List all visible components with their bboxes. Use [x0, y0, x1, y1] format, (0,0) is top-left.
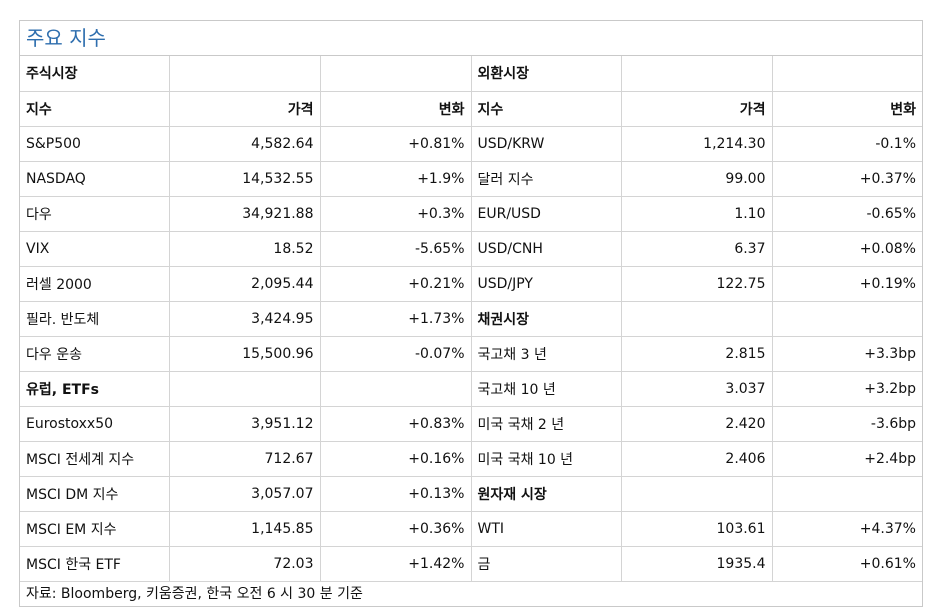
- bond-yield: 2.815: [621, 336, 773, 372]
- fx-name: EUR/USD: [471, 196, 622, 232]
- fx-name: USD/JPY: [471, 266, 622, 302]
- section-header-europe-etfs: 유럽, ETFs: [20, 371, 170, 407]
- index-price: 3,424.95: [169, 301, 321, 337]
- bond-yield: 2.420: [621, 406, 773, 442]
- index-price: 34,921.88: [169, 196, 321, 232]
- bond-change: +3.2bp: [772, 371, 922, 407]
- index-name: MSCI EM 지수: [20, 511, 170, 547]
- fx-change: +0.08%: [772, 231, 922, 267]
- index-change: +0.16%: [320, 441, 472, 477]
- fx-price: 1,214.30: [621, 126, 773, 162]
- index-change: +0.13%: [320, 476, 472, 512]
- fx-price: 99.00: [621, 161, 773, 197]
- commodity-change: +4.37%: [772, 511, 922, 547]
- column-header: 가격: [621, 91, 773, 127]
- fx-change: -0.1%: [772, 126, 922, 162]
- bond-name: 국고채 10 년: [471, 371, 622, 407]
- table-row: MSCI EM 지수 1,145.85 +0.36% WTI 103.61 +4…: [20, 511, 922, 547]
- fx-change: +0.37%: [772, 161, 922, 197]
- bond-yield: 2.406: [621, 441, 773, 477]
- index-change: +1.42%: [320, 546, 472, 582]
- table-row: NASDAQ 14,532.55 +1.9% 달러 지수 99.00 +0.37…: [20, 161, 922, 197]
- index-price: 18.52: [169, 231, 321, 267]
- bond-name: 국고채 3 년: [471, 336, 622, 372]
- index-change: -5.65%: [320, 231, 472, 267]
- indices-table: 주식시장 외환시장 지수 가격 변화 지수 가격 변화 S&P500 4,582…: [20, 56, 922, 582]
- index-change: +1.9%: [320, 161, 472, 197]
- table-row: Eurostoxx50 3,951.12 +0.83% 미국 국채 2 년 2.…: [20, 406, 922, 442]
- commodity-name: 금: [471, 546, 622, 582]
- table-row: 다우 운송 15,500.96 -0.07% 국고채 3 년 2.815 +3.…: [20, 336, 922, 372]
- table-row: MSCI DM 지수 3,057.07 +0.13% 원자재 시장: [20, 476, 922, 512]
- bond-name: 미국 국채 2 년: [471, 406, 622, 442]
- fx-change: -0.65%: [772, 196, 922, 232]
- index-name: 필라. 반도체: [20, 301, 170, 337]
- index-name: 다우: [20, 196, 170, 232]
- panel-title: 주요 지수: [20, 21, 922, 56]
- index-name: 러셀 2000: [20, 266, 170, 302]
- index-name: NASDAQ: [20, 161, 170, 197]
- index-price: 3,057.07: [169, 476, 321, 512]
- index-name: S&P500: [20, 126, 170, 162]
- bond-change: +2.4bp: [772, 441, 922, 477]
- column-header: 지수: [471, 91, 622, 127]
- fx-price: 122.75: [621, 266, 773, 302]
- index-price: 2,095.44: [169, 266, 321, 302]
- index-name: 다우 운송: [20, 336, 170, 372]
- index-change: +0.83%: [320, 406, 472, 442]
- index-price: 4,582.64: [169, 126, 321, 162]
- index-name: VIX: [20, 231, 170, 267]
- fx-name: USD/CNH: [471, 231, 622, 267]
- index-price: 15,500.96: [169, 336, 321, 372]
- table-row: 유럽, ETFs 국고채 10 년 3.037 +3.2bp: [20, 371, 922, 407]
- table-row: 주식시장 외환시장: [20, 56, 922, 92]
- table-row: MSCI 한국 ETF 72.03 +1.42% 금 1935.4 +0.61%: [20, 546, 922, 582]
- index-change: -0.07%: [320, 336, 472, 372]
- table-row: VIX 18.52 -5.65% USD/CNH 6.37 +0.08%: [20, 231, 922, 267]
- index-name: MSCI DM 지수: [20, 476, 170, 512]
- table-row: 다우 34,921.88 +0.3% EUR/USD 1.10 -0.65%: [20, 196, 922, 232]
- fx-change: +0.19%: [772, 266, 922, 302]
- index-change: +0.81%: [320, 126, 472, 162]
- table-row: S&P500 4,582.64 +0.81% USD/KRW 1,214.30 …: [20, 126, 922, 162]
- fx-price: 6.37: [621, 231, 773, 267]
- column-header: 변화: [320, 91, 472, 127]
- table-row: 필라. 반도체 3,424.95 +1.73% 채권시장: [20, 301, 922, 337]
- section-header-stocks: 주식시장: [20, 56, 170, 92]
- bond-change: +3.3bp: [772, 336, 922, 372]
- commodity-price: 103.61: [621, 511, 773, 547]
- section-header-fx: 외환시장: [471, 56, 622, 92]
- section-header-commodities: 원자재 시장: [471, 476, 622, 512]
- fx-name: 달러 지수: [471, 161, 622, 197]
- bond-change: -3.6bp: [772, 406, 922, 442]
- fx-price: 1.10: [621, 196, 773, 232]
- index-price: 72.03: [169, 546, 321, 582]
- index-price: 14,532.55: [169, 161, 321, 197]
- table-row: 지수 가격 변화 지수 가격 변화: [20, 91, 922, 127]
- index-name: MSCI 전세계 지수: [20, 441, 170, 477]
- index-change: +0.21%: [320, 266, 472, 302]
- index-change: +0.3%: [320, 196, 472, 232]
- commodity-name: WTI: [471, 511, 622, 547]
- source-note: 자료: Bloomberg, 키움증권, 한국 오전 6 시 30 분 기준: [26, 586, 363, 602]
- index-change: +1.73%: [320, 301, 472, 337]
- table-row: 러셀 2000 2,095.44 +0.21% USD/JPY 122.75 +…: [20, 266, 922, 302]
- column-header: 가격: [169, 91, 321, 127]
- table-row: MSCI 전세계 지수 712.67 +0.16% 미국 국채 10 년 2.4…: [20, 441, 922, 477]
- column-header: 지수: [20, 91, 170, 127]
- indices-panel: 주요 지수 주식시장 외환시장 지수 가격 변화 지수 가격 변화: [19, 20, 923, 607]
- bond-name: 미국 국채 10 년: [471, 441, 622, 477]
- index-price: 712.67: [169, 441, 321, 477]
- index-price: 1,145.85: [169, 511, 321, 547]
- commodity-price: 1935.4: [621, 546, 773, 582]
- bond-yield: 3.037: [621, 371, 773, 407]
- section-header-bonds: 채권시장: [471, 301, 622, 337]
- index-change: +0.36%: [320, 511, 472, 547]
- commodity-change: +0.61%: [772, 546, 922, 582]
- index-name: MSCI 한국 ETF: [20, 546, 170, 582]
- column-header: 변화: [772, 91, 922, 127]
- index-price: 3,951.12: [169, 406, 321, 442]
- fx-name: USD/KRW: [471, 126, 622, 162]
- index-name: Eurostoxx50: [20, 406, 170, 442]
